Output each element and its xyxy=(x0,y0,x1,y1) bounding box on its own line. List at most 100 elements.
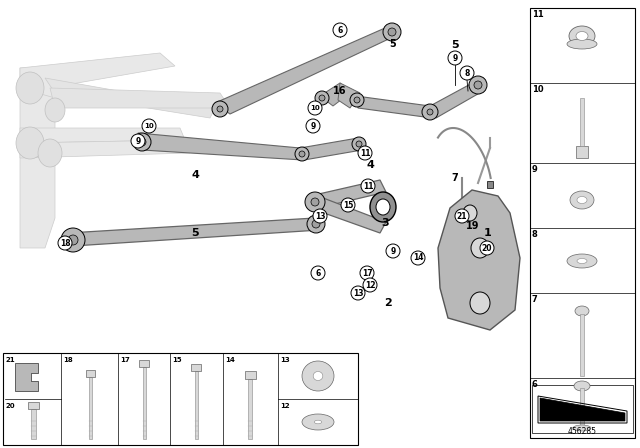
Text: 9: 9 xyxy=(310,121,316,130)
Text: 11: 11 xyxy=(363,181,373,190)
Bar xyxy=(248,379,252,439)
Ellipse shape xyxy=(312,220,320,228)
Ellipse shape xyxy=(356,141,362,147)
Ellipse shape xyxy=(569,26,595,46)
Polygon shape xyxy=(138,133,303,160)
Text: 11: 11 xyxy=(532,10,544,19)
Text: 12: 12 xyxy=(280,403,290,409)
Bar xyxy=(580,98,584,146)
Text: 14: 14 xyxy=(225,357,235,363)
Ellipse shape xyxy=(295,147,309,161)
Text: 15: 15 xyxy=(172,357,182,363)
Circle shape xyxy=(341,198,355,212)
Text: 12: 12 xyxy=(365,280,375,289)
Ellipse shape xyxy=(315,91,329,105)
Polygon shape xyxy=(310,180,386,208)
Ellipse shape xyxy=(350,93,364,107)
Ellipse shape xyxy=(577,258,587,263)
Bar xyxy=(532,385,633,433)
Circle shape xyxy=(306,119,320,133)
Text: 14: 14 xyxy=(413,254,423,263)
Bar xyxy=(28,402,38,409)
Circle shape xyxy=(131,134,145,148)
Text: 20: 20 xyxy=(6,403,15,409)
Text: 13: 13 xyxy=(353,289,364,297)
Ellipse shape xyxy=(68,235,78,245)
Circle shape xyxy=(386,244,400,258)
Text: 5: 5 xyxy=(451,40,459,50)
Ellipse shape xyxy=(38,139,62,167)
Text: 16: 16 xyxy=(333,86,347,96)
Text: 5: 5 xyxy=(390,39,396,49)
Bar xyxy=(487,181,493,188)
Text: 6: 6 xyxy=(316,268,321,277)
Bar xyxy=(580,314,584,376)
Bar xyxy=(143,367,145,439)
Ellipse shape xyxy=(138,138,146,146)
Text: 21: 21 xyxy=(6,357,15,363)
Bar xyxy=(191,364,201,371)
Ellipse shape xyxy=(16,127,44,159)
Ellipse shape xyxy=(474,81,482,89)
Ellipse shape xyxy=(469,76,487,94)
Polygon shape xyxy=(438,190,520,330)
Circle shape xyxy=(358,146,372,160)
Text: 8: 8 xyxy=(464,69,470,78)
Bar xyxy=(244,371,255,379)
Text: 9: 9 xyxy=(136,137,141,146)
Bar xyxy=(86,370,95,377)
Polygon shape xyxy=(20,53,175,98)
Ellipse shape xyxy=(305,192,325,212)
Circle shape xyxy=(460,66,474,80)
Circle shape xyxy=(455,209,469,223)
Polygon shape xyxy=(45,78,215,118)
Text: 3: 3 xyxy=(381,218,389,228)
Polygon shape xyxy=(68,218,320,246)
Circle shape xyxy=(411,251,425,265)
Ellipse shape xyxy=(570,191,594,209)
Text: 10: 10 xyxy=(310,105,320,111)
Ellipse shape xyxy=(576,31,588,40)
Circle shape xyxy=(361,179,375,193)
Circle shape xyxy=(313,209,327,223)
Ellipse shape xyxy=(577,197,587,203)
Ellipse shape xyxy=(311,198,319,206)
Circle shape xyxy=(363,278,377,292)
Ellipse shape xyxy=(45,98,65,122)
Ellipse shape xyxy=(299,151,305,157)
Text: 7: 7 xyxy=(452,173,458,183)
Bar xyxy=(580,388,584,428)
Text: 20: 20 xyxy=(482,244,492,253)
Ellipse shape xyxy=(314,420,322,424)
Bar xyxy=(3,353,358,445)
Circle shape xyxy=(142,119,156,133)
Ellipse shape xyxy=(307,215,325,233)
Ellipse shape xyxy=(567,39,597,49)
Text: 9: 9 xyxy=(452,53,458,63)
Polygon shape xyxy=(320,83,350,106)
Ellipse shape xyxy=(302,414,334,430)
Text: 9: 9 xyxy=(390,246,396,255)
Ellipse shape xyxy=(376,199,390,215)
Text: 18: 18 xyxy=(60,238,70,247)
Polygon shape xyxy=(20,140,190,158)
Text: 1: 1 xyxy=(484,228,492,238)
Text: 13: 13 xyxy=(315,211,325,220)
Text: 456285: 456285 xyxy=(568,427,596,436)
Polygon shape xyxy=(430,80,483,118)
Ellipse shape xyxy=(575,306,589,316)
Ellipse shape xyxy=(383,23,401,41)
Text: 11: 11 xyxy=(360,148,371,158)
Text: 21: 21 xyxy=(457,211,467,220)
Text: 19: 19 xyxy=(467,221,480,231)
Polygon shape xyxy=(20,128,185,143)
Ellipse shape xyxy=(567,254,597,268)
Ellipse shape xyxy=(313,371,323,380)
Ellipse shape xyxy=(388,28,396,36)
Text: 15: 15 xyxy=(343,201,353,210)
Text: 17: 17 xyxy=(120,357,130,363)
Text: 17: 17 xyxy=(362,268,372,277)
Bar xyxy=(530,8,635,438)
Text: 4: 4 xyxy=(366,160,374,170)
Circle shape xyxy=(333,23,347,37)
